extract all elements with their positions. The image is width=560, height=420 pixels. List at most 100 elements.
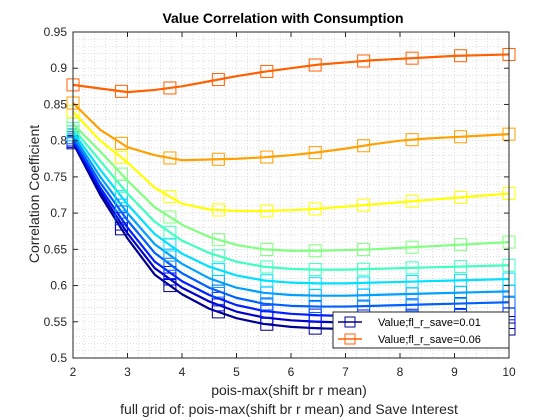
series-marker [260, 242, 274, 256]
series-marker [308, 202, 322, 216]
series-marker [163, 225, 177, 239]
series-marker [454, 130, 468, 144]
series-marker [163, 81, 177, 95]
legend-label-2: Value;fl_r_save=0.06 [378, 334, 481, 346]
y-tick-label: 0.9 [50, 61, 67, 75]
x-tick-label: 8 [397, 365, 404, 379]
x-axis-sublabel: full grid of: pois-max(shift br r mean) … [120, 401, 458, 417]
series-marker [114, 136, 128, 150]
series-marker [405, 194, 419, 208]
series-marker [454, 273, 468, 287]
series-marker [260, 304, 274, 318]
series-marker [405, 275, 419, 289]
series-marker [357, 139, 371, 153]
chart-title: Value Correlation with Consumption [162, 10, 403, 26]
y-tick-label: 0.7 [50, 206, 67, 220]
series-line [72, 102, 510, 162]
y-tick-label: 0.5 [50, 351, 67, 365]
y-tick-label: 0.65 [44, 242, 68, 256]
tick-labels: 2 3 4 5 6 7 8 9 10 0.5 0.55 0.6 0.65 0.7 0.75 0.8 0.85 0.… [44, 25, 516, 379]
series-marker [211, 152, 225, 166]
series-marker [211, 284, 225, 298]
series-marker [211, 291, 225, 305]
series-marker [308, 263, 322, 277]
series-marker [308, 146, 322, 160]
series-marker [357, 54, 371, 68]
axes [72, 31, 510, 359]
series-marker [163, 151, 177, 165]
y-axis-label: Correlation Coefficient [26, 125, 42, 263]
series-marker [211, 203, 225, 217]
series-marker [163, 248, 177, 262]
x-axis-label: pois-max(shift br r mean) [211, 382, 367, 398]
series-marker [357, 198, 371, 212]
x-tick-label: 6 [288, 365, 295, 379]
series-marker [454, 260, 468, 274]
series-marker [405, 240, 419, 254]
series-marker [308, 299, 322, 313]
series-marker [114, 84, 128, 98]
series-line [72, 110, 510, 213]
series-marker [405, 261, 419, 275]
series-marker [114, 167, 128, 181]
series-marker [308, 276, 322, 290]
series-marker [405, 298, 419, 312]
series-marker [454, 297, 468, 311]
series-line [72, 53, 510, 94]
y-tick-label: 0.75 [44, 170, 68, 184]
series-marker [211, 263, 225, 277]
legend-marker-2 [344, 333, 356, 345]
y-tick-label: 0.85 [44, 97, 68, 111]
series-marker [211, 73, 225, 87]
y-tick-label: 0.95 [44, 25, 68, 39]
series-marker [211, 249, 225, 263]
y-tick-label: 0.55 [44, 315, 68, 329]
y-tick-label: 0.8 [50, 134, 67, 148]
legend-label-1: Value;fl_r_save=0.01 [378, 317, 481, 329]
series-marker [357, 276, 371, 290]
x-tick-label: 2 [70, 365, 77, 379]
y-tick-label: 0.6 [50, 279, 67, 293]
series-marker [308, 244, 322, 258]
series-line [72, 134, 510, 297]
series-marker [405, 51, 419, 65]
legend: Value;fl_r_save=0.01 Value;fl_r_save=0.0… [332, 311, 510, 349]
series-line [72, 137, 510, 308]
series-marker [163, 210, 177, 224]
legend-marker-1 [344, 316, 356, 328]
series-marker [454, 49, 468, 63]
series-marker [163, 266, 177, 280]
series-marker [260, 297, 274, 311]
series-marker [357, 243, 371, 257]
x-tick-label: 10 [502, 365, 516, 379]
series-line [72, 123, 510, 252]
series-marker [260, 150, 274, 164]
series-marker [163, 257, 177, 271]
series-marker [163, 238, 177, 252]
series-line [72, 127, 510, 271]
series-marker [163, 190, 177, 204]
grid [72, 31, 510, 359]
legend-box [332, 311, 510, 349]
x-tick-label: 7 [342, 365, 349, 379]
series-marker [211, 233, 225, 247]
series-marker [454, 238, 468, 252]
series-marker [260, 204, 274, 218]
x-tick-label: 3 [124, 365, 131, 379]
series-marker [357, 262, 371, 276]
series-marker [260, 274, 274, 288]
series-marker [260, 260, 274, 274]
series-marker [308, 58, 322, 72]
series-marker [114, 151, 128, 165]
series-marker [260, 64, 274, 78]
x-tick-label: 5 [233, 365, 240, 379]
series-line [72, 131, 510, 285]
series-marker [405, 133, 419, 147]
x-tick-label: 9 [451, 365, 458, 379]
series-marker [308, 308, 322, 322]
series-marker [114, 190, 128, 204]
x-tick-label: 4 [179, 365, 186, 379]
series-marker [454, 190, 468, 204]
